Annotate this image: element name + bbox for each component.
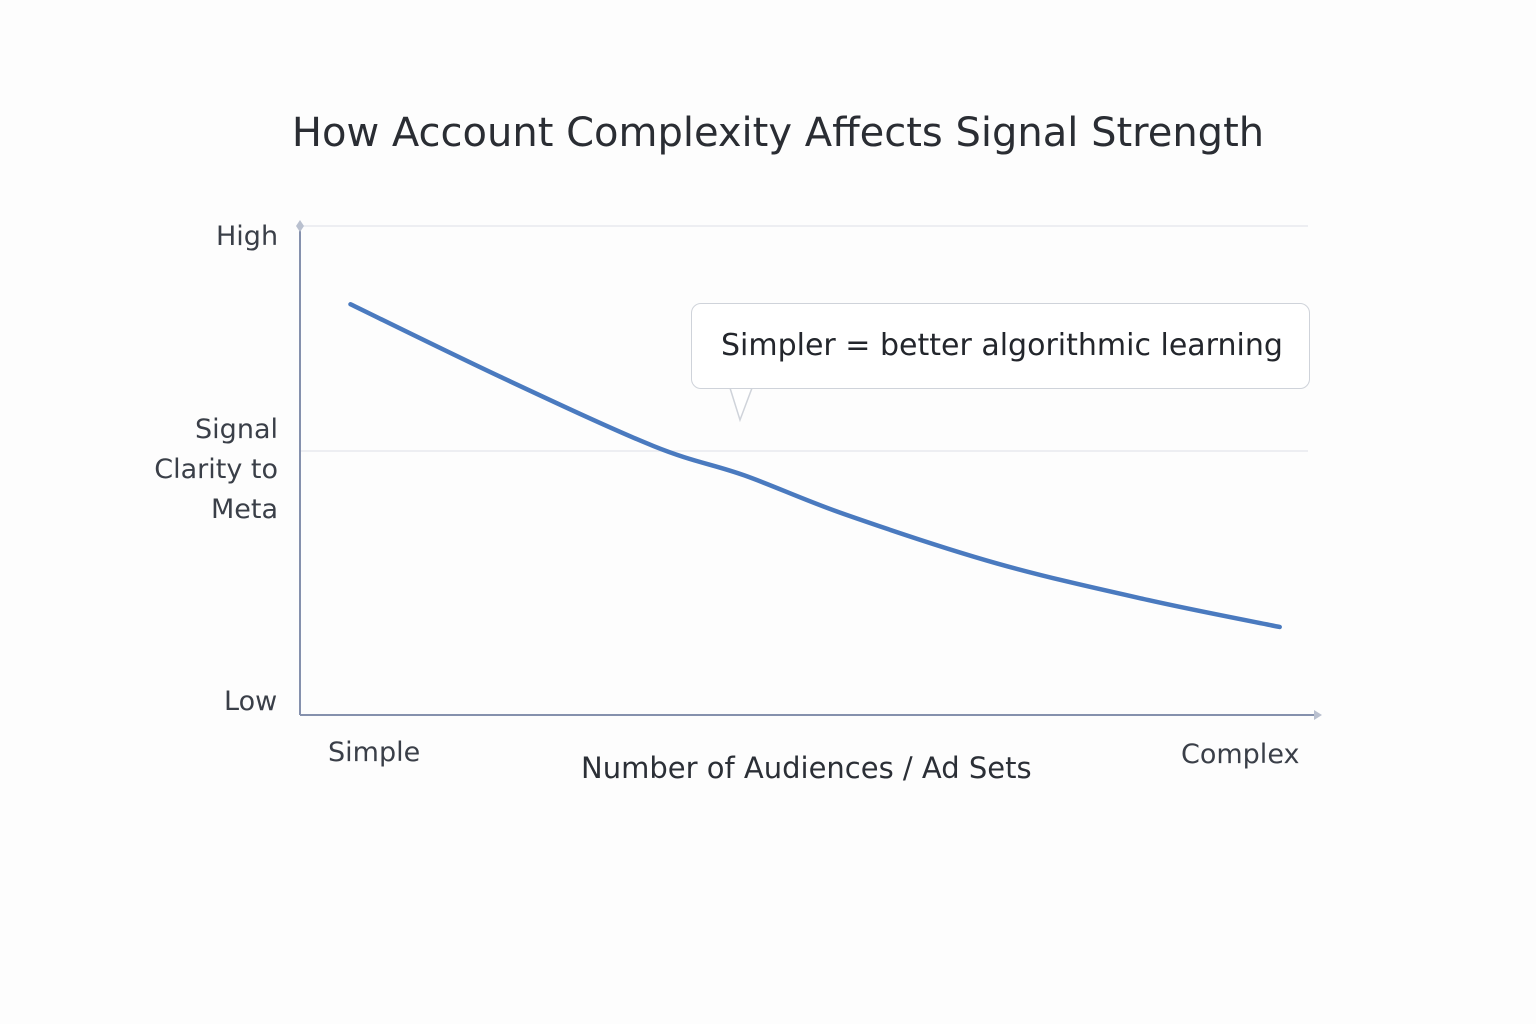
y-axis-arrow (296, 220, 304, 232)
y-tick-low: Low (224, 686, 278, 717)
y-tick-high: High (216, 221, 279, 252)
x-axis-arrow (1314, 710, 1322, 720)
x-tick-simple: Simple (328, 737, 421, 768)
annotation-callout: Simpler = better algorithmic learning (691, 303, 1310, 389)
x-axis-label: Number of Audiences / Ad Sets (581, 751, 1032, 785)
annotation-text: Simpler = better algorithmic learning (721, 328, 1283, 363)
callout-pointer (728, 387, 754, 423)
y-axis-label: Signal Clarity to Meta (154, 414, 278, 525)
series-line (348, 301, 1282, 630)
chart-title: How Account Complexity Affects Signal St… (291, 110, 1265, 156)
x-tick-complex: Complex (1181, 739, 1300, 770)
